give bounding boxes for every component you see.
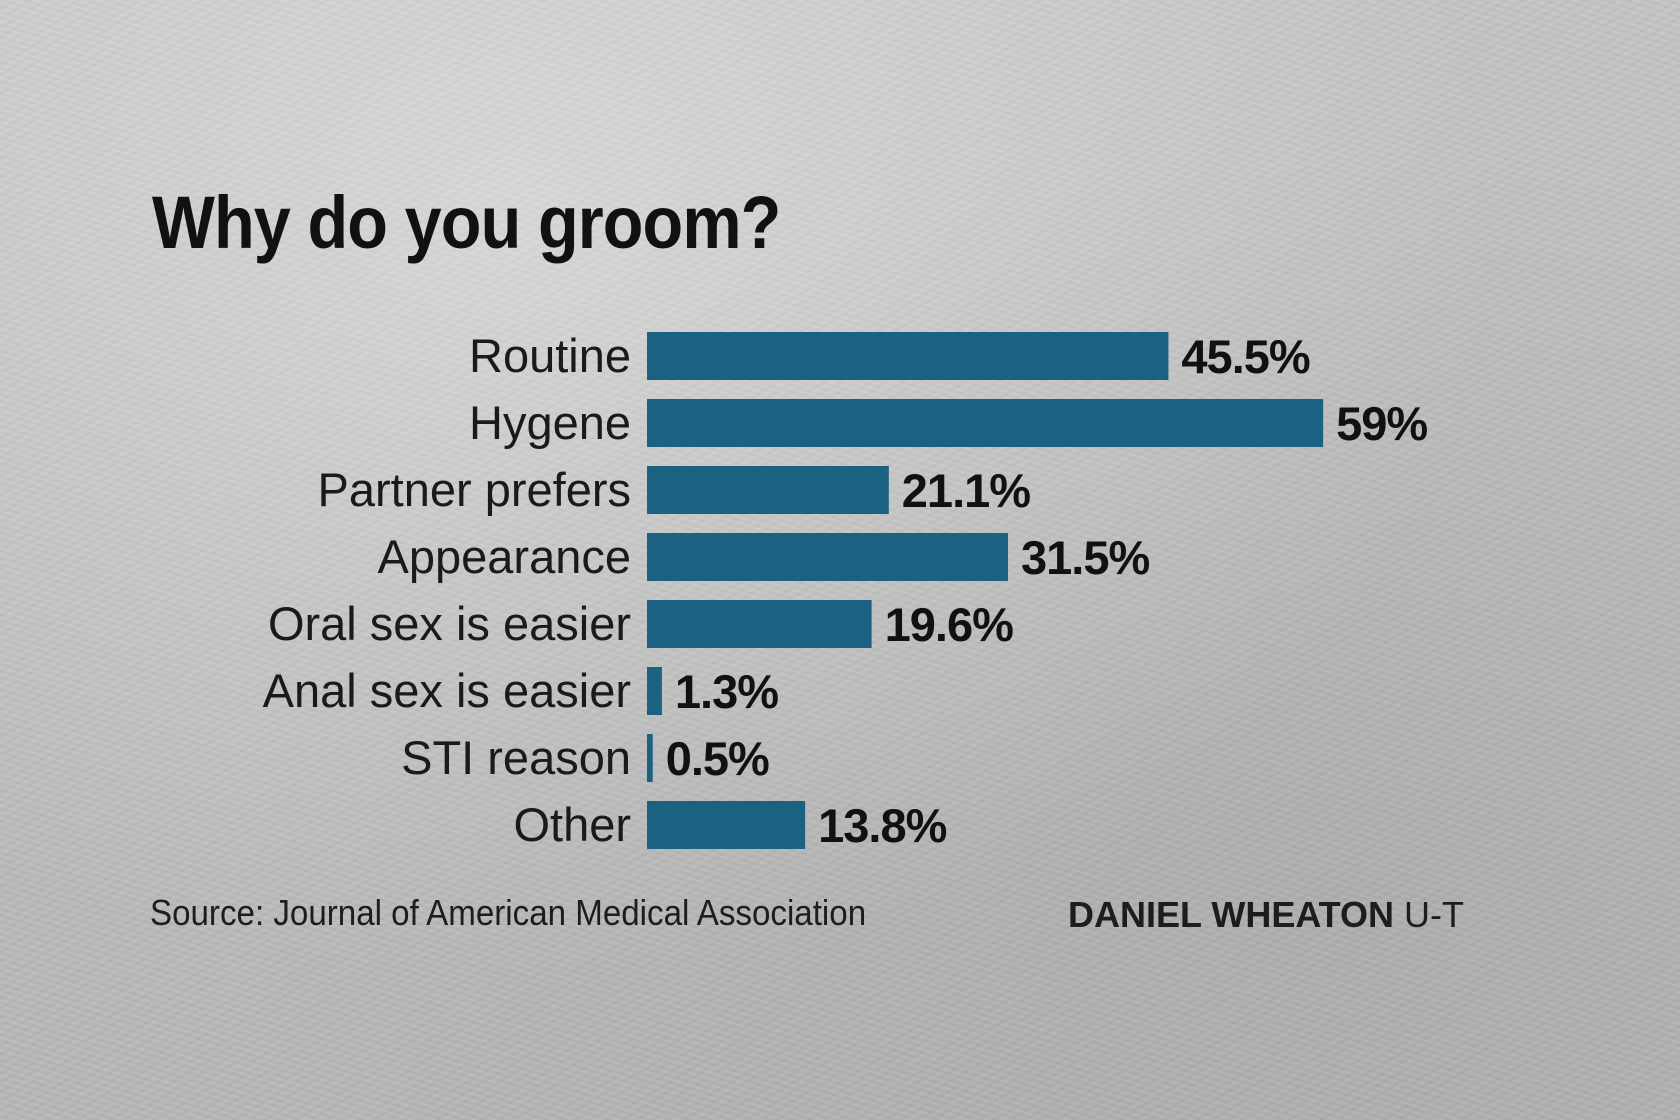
value-label-routine: 45.5%: [1181, 330, 1309, 383]
category-label-oral-sex-is-easier: Oral sex is easier: [268, 597, 631, 650]
value-label-partner-prefers: 21.1%: [902, 464, 1030, 517]
chart-title: Why do you groom?: [152, 181, 781, 264]
bar-anal-sex-is-easier: [647, 667, 662, 715]
bar-oral-sex-is-easier: [647, 600, 872, 648]
category-label-routine: Routine: [469, 329, 631, 382]
source-note: Source: Journal of American Medical Asso…: [150, 892, 867, 933]
category-label-anal-sex-is-easier: Anal sex is easier: [263, 664, 631, 717]
bar-appearance: [647, 533, 1008, 581]
value-label-anal-sex-is-easier: 1.3%: [675, 665, 778, 718]
bar-hygene: [647, 399, 1324, 447]
category-label-hygene: Hygene: [469, 396, 631, 449]
byline-org: U-T: [1404, 894, 1465, 935]
bar-other: [647, 801, 806, 849]
bar-sti-reason: [647, 734, 653, 782]
value-label-sti-reason: 0.5%: [666, 732, 769, 785]
value-label-appearance: 31.5%: [1021, 531, 1149, 584]
byline: DANIEL WHEATON U-T: [1068, 894, 1464, 936]
value-label-other: 13.8%: [818, 799, 946, 852]
category-label-appearance: Appearance: [378, 530, 631, 583]
category-label-sti-reason: STI reason: [401, 731, 631, 784]
category-label-other: Other: [513, 798, 631, 851]
byline-author: DANIEL WHEATON: [1068, 894, 1395, 935]
bar-routine: [647, 332, 1169, 380]
category-label-partner-prefers: Partner prefers: [318, 463, 631, 516]
bar-partner-prefers: [647, 466, 889, 514]
value-label-oral-sex-is-easier: 19.6%: [885, 598, 1013, 651]
value-label-hygene: 59%: [1336, 397, 1427, 450]
